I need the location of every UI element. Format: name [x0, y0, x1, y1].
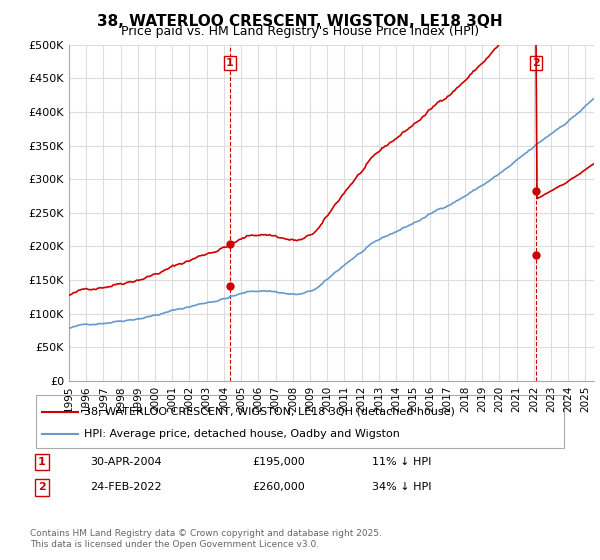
- Text: 1: 1: [226, 58, 233, 68]
- Text: 34% ↓ HPI: 34% ↓ HPI: [372, 482, 431, 492]
- Text: 2: 2: [38, 482, 46, 492]
- Text: 11% ↓ HPI: 11% ↓ HPI: [372, 457, 431, 467]
- Text: 1: 1: [38, 457, 46, 467]
- Text: 24-FEB-2022: 24-FEB-2022: [90, 482, 161, 492]
- Text: Price paid vs. HM Land Registry's House Price Index (HPI): Price paid vs. HM Land Registry's House …: [121, 25, 479, 38]
- Text: £260,000: £260,000: [252, 482, 305, 492]
- Text: HPI: Average price, detached house, Oadby and Wigston: HPI: Average price, detached house, Oadb…: [84, 429, 400, 439]
- Text: 38, WATERLOO CRESCENT, WIGSTON, LE18 3QH (detached house): 38, WATERLOO CRESCENT, WIGSTON, LE18 3QH…: [84, 407, 455, 417]
- Text: Contains HM Land Registry data © Crown copyright and database right 2025.
This d: Contains HM Land Registry data © Crown c…: [30, 529, 382, 549]
- Text: 2: 2: [532, 58, 540, 68]
- Text: £195,000: £195,000: [252, 457, 305, 467]
- Text: 38, WATERLOO CRESCENT, WIGSTON, LE18 3QH: 38, WATERLOO CRESCENT, WIGSTON, LE18 3QH: [97, 14, 503, 29]
- Text: 30-APR-2004: 30-APR-2004: [90, 457, 161, 467]
